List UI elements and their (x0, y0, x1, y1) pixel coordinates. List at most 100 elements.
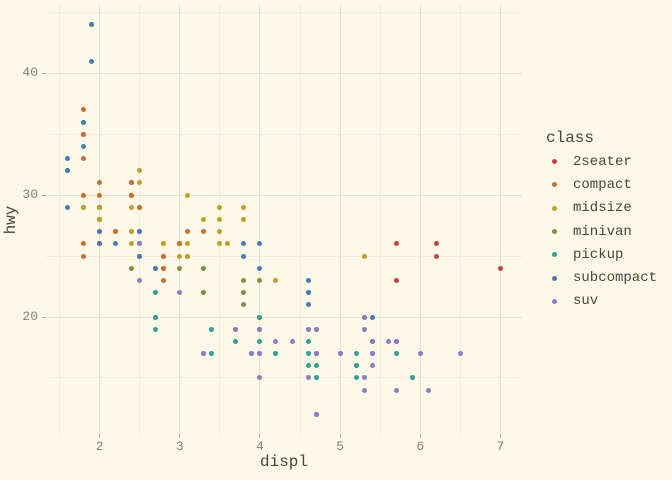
legend-key-dot-icon (552, 298, 557, 304)
legend-key-dot-icon (552, 205, 557, 211)
y-axis-tick-mark (42, 194, 46, 196)
gridline-major-y (46, 72, 522, 74)
legend-item-subcompact: subcompact (544, 266, 670, 289)
data-point (241, 302, 247, 308)
data-point (129, 229, 135, 235)
x-axis-tick-label: 4 (256, 439, 264, 454)
data-point (313, 363, 319, 369)
data-point (353, 375, 359, 381)
data-point (457, 351, 463, 357)
data-point (153, 314, 159, 320)
data-point (209, 351, 215, 357)
data-point (353, 351, 359, 357)
data-point (81, 119, 87, 125)
data-point (305, 338, 311, 344)
data-point (185, 253, 191, 259)
data-point (305, 375, 311, 381)
gridline-minor-x (379, 5, 381, 434)
data-point (129, 192, 135, 198)
data-point (289, 338, 295, 344)
gridline-major-x (179, 5, 181, 434)
data-point (153, 326, 159, 332)
data-point (161, 265, 167, 271)
data-point (257, 375, 263, 381)
legend-item-midsize: midsize (544, 197, 670, 220)
legend-item-label: minivan (573, 223, 632, 240)
data-point (137, 241, 143, 247)
data-point (305, 302, 311, 308)
data-point (425, 387, 431, 393)
data-point (97, 204, 103, 210)
y-axis-tick-mark (42, 72, 46, 74)
x-axis-tick-mark (179, 434, 181, 438)
legend-item-label: pickup (573, 246, 624, 263)
data-point (393, 387, 399, 393)
gridline-minor-x (59, 5, 61, 434)
data-point (113, 241, 119, 247)
data-point (497, 265, 503, 271)
data-point (305, 277, 311, 283)
data-point (217, 217, 223, 222)
data-point (273, 351, 279, 357)
data-point (257, 338, 263, 344)
data-point (369, 351, 375, 357)
data-point (81, 192, 87, 198)
data-point (65, 168, 71, 174)
data-point (137, 277, 143, 283)
y-axis-tick-mark (42, 316, 46, 318)
y-axis-title: hwy (2, 205, 20, 235)
y-axis-tick-label: 30 (22, 187, 38, 203)
data-point (369, 338, 375, 344)
data-point (313, 412, 319, 417)
data-point (305, 326, 311, 332)
data-point (113, 229, 119, 235)
gridline-major-y (46, 316, 522, 318)
gridline-minor-y (46, 11, 522, 13)
data-point (257, 314, 263, 320)
data-point (273, 338, 279, 344)
data-point (257, 326, 263, 332)
data-point (161, 277, 167, 283)
legend-item-compact: compact (544, 173, 670, 196)
gridline-major-x (259, 5, 261, 434)
x-axis-title: displ (259, 453, 308, 471)
data-point (361, 387, 367, 393)
data-point (257, 241, 263, 247)
legend-key-dot-icon (552, 252, 557, 258)
legend: class 2seater compact midsize minivan pi… (544, 128, 670, 313)
x-axis-tick-mark (499, 434, 501, 438)
x-axis-tick-label: 3 (175, 439, 184, 454)
gridline-minor-y (46, 133, 522, 135)
gridline-major-y (46, 194, 522, 196)
data-point (97, 241, 103, 247)
data-point (385, 338, 391, 344)
data-point (305, 351, 311, 357)
data-point (393, 338, 399, 344)
data-point (257, 351, 263, 357)
data-point (177, 253, 183, 259)
data-point (81, 131, 87, 137)
gridline-major-x (419, 5, 421, 434)
x-axis-tick-mark (419, 434, 421, 438)
data-point (417, 351, 423, 357)
data-point (97, 217, 103, 222)
data-point (81, 253, 87, 259)
data-point (241, 204, 247, 210)
data-point (393, 351, 399, 357)
data-point (305, 363, 311, 369)
data-point (97, 180, 103, 186)
data-point (137, 180, 143, 186)
data-point (137, 204, 143, 210)
legend-item-label: suv (573, 293, 599, 310)
data-point (209, 326, 215, 332)
data-point (89, 58, 95, 64)
data-point (185, 241, 191, 247)
data-point (65, 156, 71, 162)
data-point (393, 277, 399, 283)
gridline-minor-x (459, 5, 461, 434)
data-point (81, 107, 87, 113)
data-point (137, 253, 143, 259)
data-point (81, 241, 87, 247)
data-point (257, 277, 263, 283)
data-point (217, 241, 223, 247)
